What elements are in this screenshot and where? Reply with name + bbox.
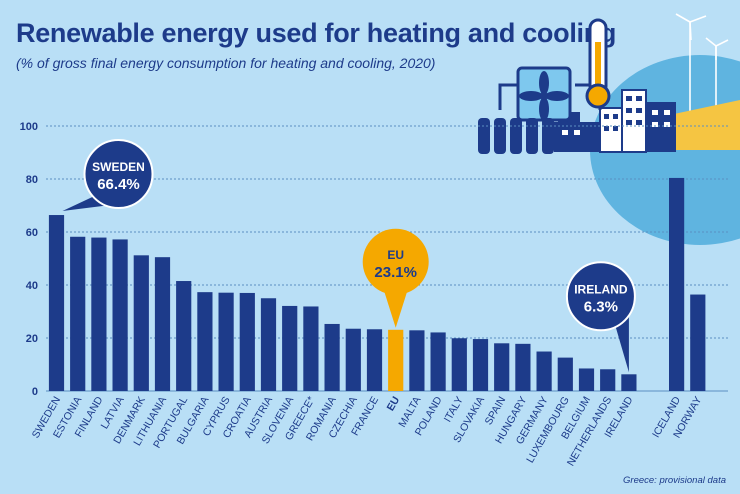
callout-pointer (383, 289, 408, 328)
bar-cyprus (218, 292, 234, 391)
bar-czechia (345, 328, 361, 391)
bar-estonia (70, 236, 86, 391)
bar-latvia (112, 239, 128, 391)
callout-bubble (83, 139, 154, 210)
bar-bulgaria (197, 292, 213, 391)
bar-ireland (621, 374, 637, 391)
bar-slovenia (282, 305, 298, 391)
bar-eu (388, 329, 404, 391)
bar-belgium (578, 368, 595, 391)
bar-lithuania (154, 257, 171, 391)
footnote: Greece: provisional data (623, 475, 726, 486)
y-tick-label: 80 (26, 174, 38, 186)
y-axis-tick-labels: 0 20 40 60 80 100 (20, 121, 38, 398)
bars (48, 177, 706, 391)
callout-bubble (362, 228, 429, 295)
x-axis-tick-labels: SWEDENESTONIAFINLANDLATVIADENMARKLITHUAN… (30, 394, 705, 468)
bar-hungary (515, 343, 531, 391)
callout-name: IRELAND (574, 282, 628, 296)
bar-portugal (176, 281, 192, 391)
callout-eu: EU 23.1% (362, 228, 429, 328)
bar-netherlands (600, 369, 616, 391)
bar-iceland (669, 177, 685, 391)
bar-croatia (239, 292, 255, 391)
y-tick-label: 0 (32, 386, 38, 398)
callout-bubble (565, 261, 636, 332)
callout-value: 66.4% (97, 176, 140, 193)
callout-value: 6.3% (584, 298, 618, 315)
y-tick-label: 40 (26, 280, 38, 292)
bar-italy (451, 338, 467, 391)
bar-luxembourg (557, 357, 573, 391)
chart-title: Renewable energy used for heating and co… (16, 18, 617, 48)
bar-austria (260, 298, 277, 391)
bar-slovakia (472, 339, 489, 391)
callouts: SWEDEN 66.4% EU 23.1% IRELAND 6.3% (62, 139, 636, 373)
bar-greece (303, 306, 319, 391)
chart-subtitle: (% of gross final energy consumption for… (16, 55, 436, 71)
energy-illustration-icon (478, 13, 740, 245)
callout-pointer (614, 312, 629, 373)
callout-value: 23.1% (374, 264, 417, 281)
bar-denmark (133, 255, 149, 391)
bar-france (366, 329, 383, 391)
bar-sweden (48, 215, 65, 391)
callout-name: SWEDEN (92, 160, 145, 174)
y-tick-label: 60 (26, 227, 38, 239)
callout-name: EU (387, 248, 404, 262)
bar-germany (536, 351, 552, 391)
x-tick-label: EU (385, 395, 403, 414)
callout-sweden: SWEDEN 66.4% (62, 139, 154, 212)
y-tick-label: 20 (26, 333, 38, 345)
bar-malta (409, 330, 425, 391)
y-tick-label: 100 (20, 121, 38, 133)
callout-ireland: IRELAND 6.3% (565, 261, 636, 373)
bar-norway (690, 294, 706, 391)
bar-poland (430, 332, 446, 391)
bar-spain (494, 343, 510, 391)
bar-finland (91, 237, 107, 391)
bar-romania (324, 323, 340, 391)
